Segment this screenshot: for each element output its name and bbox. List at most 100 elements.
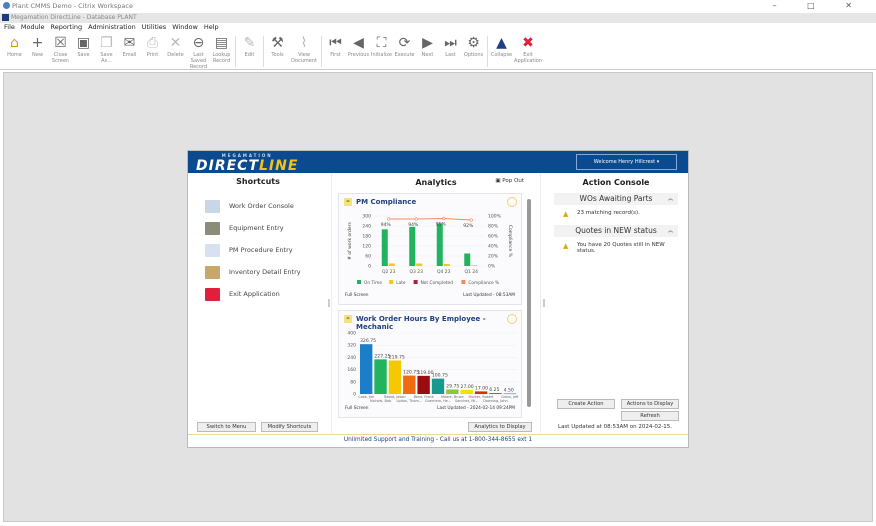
toolbar-label: Lookup Record [212,52,231,64]
toolbar-label: Edit [244,52,255,58]
toolbar-options-button[interactable]: ⚙ Options [462,34,485,69]
menu-administration[interactable]: Administration [88,23,136,31]
toolbar-initialize-button[interactable]: ⛶ Initialize [370,34,393,69]
message-text: You have 20 Quotes still in NEW status. [577,242,665,254]
app-title-bar: Megamation DirectLine - Database PLANT [0,13,876,23]
actions-to-display-button[interactable]: Actions to Display [621,399,679,409]
pm-compliance-chart: 0 60 120 180 240 300 0% 20% 40% 60% 80% 100% # of wo… [345,214,515,299]
y-tick-label: 180 [362,234,371,240]
x-tick-label: Beard, Jason [384,395,405,399]
splitter-handle[interactable] [328,299,330,307]
toolbar-print-button[interactable]: ⎙ Print [141,34,164,69]
shortcut-list: Work Order Console Equipment Entry PM Proc… [188,195,328,305]
menu-window[interactable]: Window [172,23,198,31]
menu-file[interactable]: File [4,23,15,31]
toolbar-collapse-button[interactable]: ▲ Collapse [490,34,513,69]
chevron-up-icon[interactable]: ︽ [667,196,673,202]
analytics-to-display-button[interactable]: Analytics to Display [468,422,532,432]
full-screen-link[interactable]: Full Screen [345,405,369,411]
toolbar-label: Next [421,52,434,58]
toolbar-execute-button[interactable]: ⟳ Execute [393,34,416,69]
toolbar-save-button[interactable]: ▣ Save [72,34,95,69]
toolbar-label: Last Saved Record [189,52,208,70]
analytics-title: Analytics [415,178,457,187]
chevron-up-icon[interactable]: ︽ [667,228,673,234]
collapse-panel-button[interactable]: – [344,198,352,206]
y2-tick-label: 0% [488,264,496,270]
chart-title: Work Order Hours By Employee - Mechanic [356,315,486,331]
toolbar-last-button[interactable]: ⏭ Last [439,34,462,69]
toolbar-edit-button[interactable]: ✎ Edit [238,34,261,69]
refresh-button[interactable]: Refresh [621,411,679,421]
y2-tick-label: 100% [488,214,502,220]
bar [503,393,516,395]
toolbar-previous-button[interactable]: ◀ Previous [347,34,370,69]
splitter-handle[interactable] [543,299,545,307]
panel-options-icon[interactable] [507,314,517,324]
toolbar-last-saved-record-button[interactable]: ⊖ Last Saved Record [187,34,210,70]
bar [474,391,488,394]
toolbar-lookup-record-button[interactable]: ▤ Lookup Record [210,34,233,69]
toolbar-tools-button[interactable]: ⚒ Tools [266,34,289,69]
collapse-panel-button[interactable]: – [344,315,352,323]
toolbar-first-button[interactable]: ⏮ First [324,34,347,69]
shortcut-icon [205,221,220,235]
toolbar-label: Execute [394,52,415,58]
section-quotes-new[interactable]: Quotes in NEW status ︽ [554,225,678,237]
toolbar-next-button[interactable]: ▶ Next [416,34,439,69]
x-tick-label: Guerriero, He... [425,399,451,403]
analytics-column: Analytics ▣ Pop Out [331,173,541,433]
paperclip-icon: ⌇ [300,35,308,51]
warning-icon: ▲ [563,210,569,218]
toolbar-close-screen-button[interactable]: ☒ Close Screen [49,34,72,69]
menu-utilities[interactable]: Utilities [141,23,167,31]
shortcut-inventory-detail-entry[interactable]: Inventory Detail Entry [188,261,328,283]
shortcut-label: PM Procedure Entry [229,246,293,254]
shortcut-label: Exit Application [229,290,280,298]
pop-out-button[interactable]: ▣ Pop Out [495,178,524,184]
section-wos-awaiting-parts[interactable]: WOs Awaiting Parts ︽ [554,193,678,205]
citrix-title-bar: Plant CMMS Demo - Citrix Workspace – □ ✕ [0,0,876,12]
lookup-icon: ▤ [214,35,229,51]
toolbar-home-button[interactable]: ⌂ Home [3,34,26,69]
toolbar-save-as-button[interactable]: ❐ Save As... [95,34,118,69]
data-label: 120.75 [403,370,419,376]
app-icon [2,14,9,21]
bar-on-time [436,223,443,266]
bar-late [388,263,395,266]
menu-module[interactable]: Module [20,23,45,31]
menu-help[interactable]: Help [203,23,219,31]
edit-icon: ✎ [243,35,256,51]
x-tick-label: Q1 24 [464,269,478,275]
section-title: Quotes in NEW status [575,226,657,235]
switch-to-menu-button[interactable]: Switch to Menu [197,422,256,432]
data-label: 6.25 [489,387,499,393]
shortcut-exit-application[interactable]: Exit Application [188,283,328,305]
panel-options-icon[interactable] [507,197,517,207]
bar [446,389,459,394]
window-controls[interactable]: – □ ✕ [772,1,866,10]
shortcut-pm-procedure-entry[interactable]: PM Procedure Entry [188,239,328,261]
modify-shortcuts-button[interactable]: Modify Shortcuts [261,422,318,432]
analytics-scrollbar[interactable] [527,199,531,407]
shortcut-equipment-entry[interactable]: Equipment Entry [188,217,328,239]
toolbar-new-button[interactable]: + New [26,34,49,69]
create-action-button[interactable]: Create Action [557,399,615,409]
dashboard-window: MEGAMATION DIRECTLINE Welcome Henry Hillc… [187,150,689,448]
toolbar-label: Initialize [371,52,392,58]
toolbar-view-document-button[interactable]: ⌇ View Document [289,34,319,69]
toolbar-delete-button[interactable]: ✕ Delete [164,34,187,69]
legend-swatch [413,280,418,284]
toolbar-separator [487,36,488,67]
toolbar-exit-application-button[interactable]: ✖ Exit Application [513,34,543,69]
user-menu-dropdown[interactable]: Welcome Henry Hillcrest ▾ [576,154,677,170]
toolbar-email-button[interactable]: ✉ Email [118,34,141,69]
toolbar-separator [321,36,322,67]
menu-reporting[interactable]: Reporting [50,23,83,31]
bar [360,344,373,394]
shortcut-work-order-console[interactable]: Work Order Console [188,195,328,217]
app-title: Megamation DirectLine - Database PLANT [11,14,137,21]
last-updated: Last Updated - 08:53AM [463,292,515,298]
full-screen-link[interactable]: Full Screen [345,292,369,298]
x-tick-label: Hunter, Robert [469,395,495,399]
